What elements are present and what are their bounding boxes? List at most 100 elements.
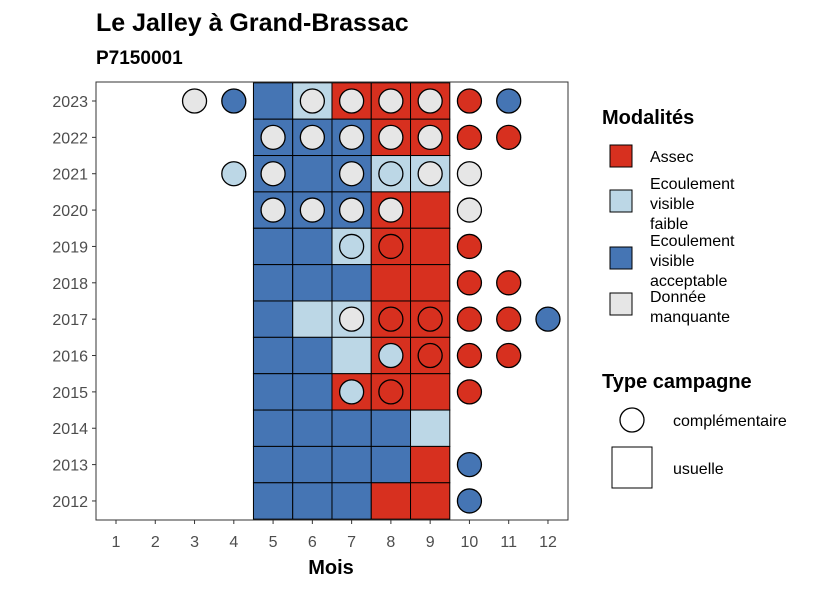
- point-2017-8: [378, 306, 404, 332]
- point-2021-7: [338, 161, 365, 187]
- tile-2014-8: [370, 409, 412, 447]
- tile-2017-5: [252, 300, 294, 338]
- tile-2016-5: [252, 336, 294, 375]
- tile-2014-5: [252, 409, 294, 447]
- tile-2016-7: [331, 336, 372, 375]
- tile-2017-6: [292, 300, 333, 338]
- legend-square-key: [611, 446, 653, 489]
- point-2015-8: [378, 379, 404, 405]
- tile-2020-9: [410, 191, 451, 229]
- point-2019-7: [338, 233, 365, 260]
- legend-campagne-label-0: complémentaire: [673, 413, 787, 430]
- legend-label-3-1: manquante: [650, 309, 730, 326]
- tile-2018-6: [292, 264, 333, 302]
- point-2015-10: [456, 379, 483, 405]
- tile-2012-5: [252, 482, 294, 520]
- point-2012-10: [456, 488, 483, 514]
- chart-subtitle: P7150001: [96, 48, 183, 69]
- point-2021-8: [378, 161, 404, 187]
- point-2018-10: [456, 270, 483, 296]
- point-2017-7: [338, 306, 365, 332]
- point-2019-8: [378, 233, 404, 260]
- point-2023-7: [338, 88, 365, 114]
- tile-2012-7: [331, 482, 372, 520]
- tile-2013-7: [331, 445, 372, 484]
- legend-key-2: [609, 246, 633, 270]
- x-tick-label-11: 11: [500, 534, 517, 551]
- tile-2016-6: [292, 336, 333, 375]
- point-2017-12: [535, 306, 561, 332]
- tile-2018-9: [410, 264, 451, 302]
- tile-2013-5: [252, 445, 294, 484]
- tile-2012-9: [410, 482, 451, 520]
- point-2022-6: [299, 124, 326, 151]
- y-tick-label-2020: 2020: [52, 203, 88, 220]
- x-tick-label-1: 1: [112, 534, 121, 551]
- point-2023-11: [496, 88, 522, 114]
- point-2021-4: [221, 161, 247, 187]
- point-2013-10: [456, 451, 483, 478]
- point-2020-6: [299, 197, 326, 223]
- point-2023-6: [299, 88, 326, 114]
- tile-2018-5: [252, 264, 294, 302]
- x-tick-label-6: 6: [308, 534, 317, 551]
- point-2017-9: [417, 306, 443, 332]
- point-2017-11: [496, 306, 522, 332]
- point-2023-10: [456, 88, 483, 114]
- y-tick-label-2013: 2013: [52, 458, 88, 475]
- x-tick-label-5: 5: [269, 534, 278, 551]
- point-2023-8: [378, 88, 404, 114]
- x-tick-label-4: 4: [229, 534, 238, 551]
- point-2022-10: [456, 124, 483, 151]
- point-2019-10: [456, 233, 483, 260]
- tile-2019-5: [252, 227, 294, 266]
- point-2016-9: [417, 342, 443, 369]
- x-tick-label-8: 8: [386, 534, 395, 551]
- x-tick-label-12: 12: [539, 534, 557, 551]
- tile-2015-6: [292, 373, 333, 411]
- plot-area: [95, 81, 569, 521]
- y-tick-label-2023: 2023: [52, 94, 88, 111]
- legend-label-1-2: faible: [650, 216, 688, 233]
- tile-2013-9: [410, 445, 451, 484]
- legend-circle-key: [619, 407, 645, 433]
- point-2018-11: [496, 270, 522, 296]
- tiles-layer: [252, 82, 451, 520]
- y-tick-label-2021: 2021: [52, 167, 88, 184]
- point-2023-3: [181, 88, 208, 114]
- point-2023-9: [417, 88, 443, 114]
- tile-2012-8: [370, 482, 412, 520]
- point-2022-8: [378, 124, 404, 151]
- tile-2021-6: [292, 155, 333, 193]
- legend-label-2-2: acceptable: [650, 273, 727, 290]
- y-tick-label-2015: 2015: [52, 385, 88, 402]
- point-2015-7: [338, 379, 365, 405]
- point-2017-10: [456, 306, 483, 332]
- legend-label-2-0: Ecoulement: [650, 233, 735, 250]
- tile-2014-9: [410, 409, 451, 447]
- tile-2015-9: [410, 373, 451, 411]
- x-axis-title: Mois: [308, 557, 354, 579]
- tile-2019-6: [292, 227, 333, 266]
- tile-2014-7: [331, 409, 372, 447]
- tile-2023-5: [252, 82, 294, 120]
- plot-border: [95, 81, 569, 521]
- y-tick-label-2017: 2017: [52, 312, 88, 329]
- point-2020-10: [456, 197, 483, 223]
- legend-label-1-0: Ecoulement: [650, 176, 735, 193]
- legend-key-1: [609, 189, 633, 213]
- tile-2013-6: [292, 445, 333, 484]
- point-2016-8: [378, 342, 404, 369]
- x-axis: 1 2 3 4 5 6 7 8 9 10 11 12: [112, 520, 557, 551]
- tile-2014-6: [292, 409, 333, 447]
- point-2022-7: [338, 124, 365, 151]
- legend-key-3: [609, 292, 633, 316]
- tile-2018-7: [331, 264, 372, 302]
- point-2022-5: [260, 124, 286, 151]
- point-2020-7: [338, 197, 365, 223]
- tile-2015-5: [252, 373, 294, 411]
- y-tick-label-2019: 2019: [52, 239, 88, 256]
- legend-campagne: Type campagne complémentaire usuelle: [602, 371, 787, 489]
- point-2016-11: [496, 342, 522, 369]
